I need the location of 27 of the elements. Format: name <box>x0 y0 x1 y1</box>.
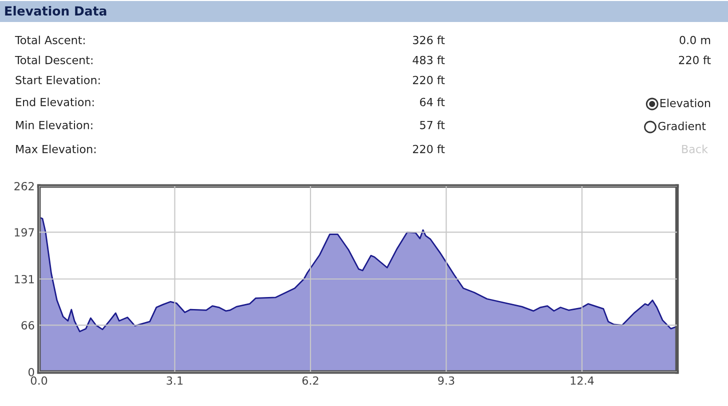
x-tick-label: 6.2 <box>302 376 318 385</box>
x-tick-label: 12.4 <box>570 376 594 385</box>
x-tick-label: 0.0 <box>30 376 48 385</box>
y-tick-label: 197 <box>14 228 34 237</box>
text: Total Ascent: <box>14 36 85 44</box>
text: 220 ft <box>679 56 711 64</box>
y-tick-label: 0 <box>28 368 34 376</box>
text: Min Elevation: <box>16 120 92 130</box>
text: 220 ft <box>413 76 445 84</box>
x-tick-label: 9.3 <box>438 376 454 385</box>
text: 57 ft <box>420 120 445 130</box>
text: 0.0 m <box>680 36 710 44</box>
text: 64 ft <box>420 98 445 106</box>
text: End Elevation: <box>16 98 94 106</box>
text: Gradient <box>658 122 706 130</box>
x-tick-label: 3.1 <box>166 376 183 385</box>
text: Elevation Data <box>5 6 106 16</box>
text: Total Descent: <box>14 56 92 64</box>
text: Elevation <box>660 98 710 108</box>
y-tick-label: 262 <box>14 182 34 190</box>
text: 483 ft <box>412 56 445 64</box>
text: 220 ft <box>413 144 445 154</box>
text: Max Elevation: <box>16 144 96 154</box>
text: Start Elevation: <box>16 76 100 84</box>
y-tick-label: 66 <box>21 321 34 330</box>
text: 326 ft <box>413 36 445 44</box>
y-tick-label: 131 <box>14 274 34 284</box>
